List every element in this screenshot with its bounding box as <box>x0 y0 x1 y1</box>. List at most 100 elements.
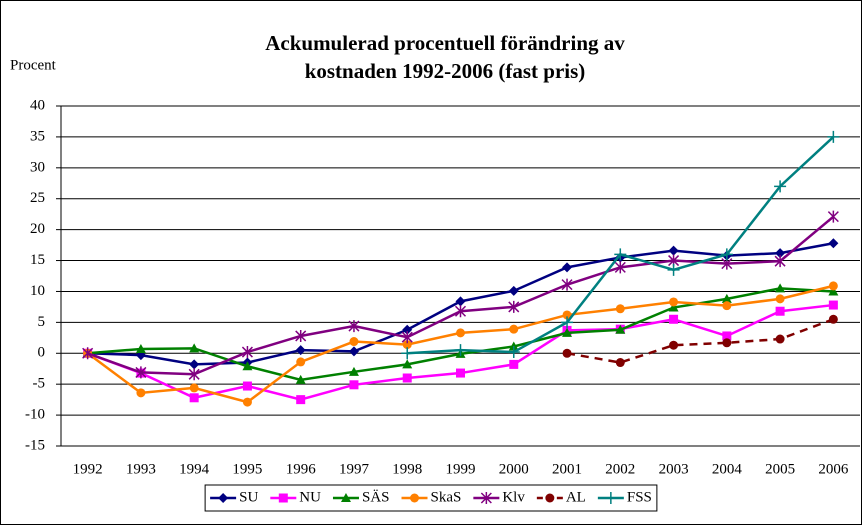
marker <box>615 304 625 314</box>
legend-label: NU <box>299 489 321 505</box>
marker <box>218 493 229 503</box>
x-tick-label: 1999 <box>446 461 476 477</box>
legend-label: AL <box>566 489 586 505</box>
marker <box>615 358 625 368</box>
marker <box>545 493 555 503</box>
marker <box>402 340 412 350</box>
marker <box>668 245 679 256</box>
marker <box>508 341 519 351</box>
marker <box>775 248 786 259</box>
marker <box>340 493 351 502</box>
series-line <box>566 318 834 364</box>
marker <box>135 366 147 379</box>
marker <box>614 261 626 274</box>
y-tick-label: 30 <box>30 159 45 175</box>
marker <box>722 331 732 341</box>
marker <box>454 344 467 357</box>
x-tick-label: 2000 <box>499 461 529 477</box>
marker <box>402 324 413 335</box>
marker <box>296 357 306 367</box>
marker <box>348 346 359 357</box>
y-tick-label: 15 <box>30 252 45 268</box>
marker <box>348 366 359 376</box>
legend-label: Klv <box>502 489 525 505</box>
marker <box>669 314 679 324</box>
legend-label: FSS <box>627 489 652 505</box>
y-axis-label: Procent <box>10 57 57 73</box>
marker <box>480 492 492 504</box>
marker <box>189 383 199 393</box>
marker <box>410 493 420 503</box>
y-tick-label: -5 <box>33 376 46 392</box>
x-tick-label: 1995 <box>232 461 262 477</box>
legend-label: SÄS <box>362 488 390 505</box>
marker <box>827 210 839 223</box>
x-tick-label: 2006 <box>818 461 849 477</box>
x-tick-label: 1998 <box>392 461 422 477</box>
y-tick-label: -15 <box>25 437 45 453</box>
y-tick-label: 20 <box>30 221 45 237</box>
marker <box>508 285 519 296</box>
marker <box>278 493 288 503</box>
x-tick-label: 1993 <box>126 461 156 477</box>
marker <box>669 297 679 307</box>
marker <box>774 255 786 268</box>
marker <box>828 238 839 249</box>
marker <box>188 368 200 381</box>
marker <box>509 359 519 369</box>
marker <box>402 373 412 383</box>
marker <box>242 361 253 371</box>
marker <box>668 302 679 312</box>
marker <box>189 343 200 353</box>
y-tick-label: 10 <box>30 283 45 299</box>
marker <box>722 338 732 348</box>
x-tick-label: 2004 <box>712 461 743 477</box>
y-tick-label: 40 <box>30 97 45 113</box>
marker <box>774 180 787 193</box>
marker <box>775 294 785 304</box>
marker <box>456 368 465 378</box>
y-tick-label: -10 <box>25 407 45 423</box>
marker <box>189 393 199 403</box>
marker <box>721 293 732 303</box>
marker <box>508 300 520 313</box>
marker <box>775 283 786 293</box>
x-tick-label: 1996 <box>286 461 317 477</box>
legend: SU NU SÄS SkaS Klv AL FSS <box>204 484 658 512</box>
marker <box>189 359 200 370</box>
marker <box>828 281 838 291</box>
marker <box>136 388 146 398</box>
marker <box>295 345 306 356</box>
marker <box>295 329 307 342</box>
marker <box>775 334 785 344</box>
marker <box>775 306 785 316</box>
x-tick-label: 1997 <box>339 461 370 477</box>
marker <box>507 346 520 359</box>
marker <box>348 320 360 333</box>
marker <box>828 286 839 296</box>
marker <box>827 130 840 143</box>
marker <box>604 492 617 504</box>
marker <box>614 248 627 261</box>
marker <box>509 324 519 334</box>
marker <box>242 397 252 407</box>
marker <box>456 328 465 338</box>
marker <box>828 300 838 310</box>
x-tick-label: 1992 <box>73 461 103 477</box>
marker <box>402 359 413 369</box>
marker <box>82 347 94 360</box>
chart-title: kostnaden 1992-2006 (fast pris) <box>305 59 586 83</box>
marker <box>454 305 467 318</box>
marker <box>828 314 838 324</box>
y-tick-label: 25 <box>30 190 45 206</box>
y-tick-label: 5 <box>38 314 46 330</box>
legend-label: SU <box>239 489 258 505</box>
marker <box>455 296 466 307</box>
legend-label: SkaS <box>431 489 462 505</box>
marker <box>561 278 573 291</box>
y-tick-label: 35 <box>30 128 45 144</box>
marker <box>295 374 306 384</box>
x-tick-label: 1994 <box>179 461 210 477</box>
marker <box>242 381 252 391</box>
